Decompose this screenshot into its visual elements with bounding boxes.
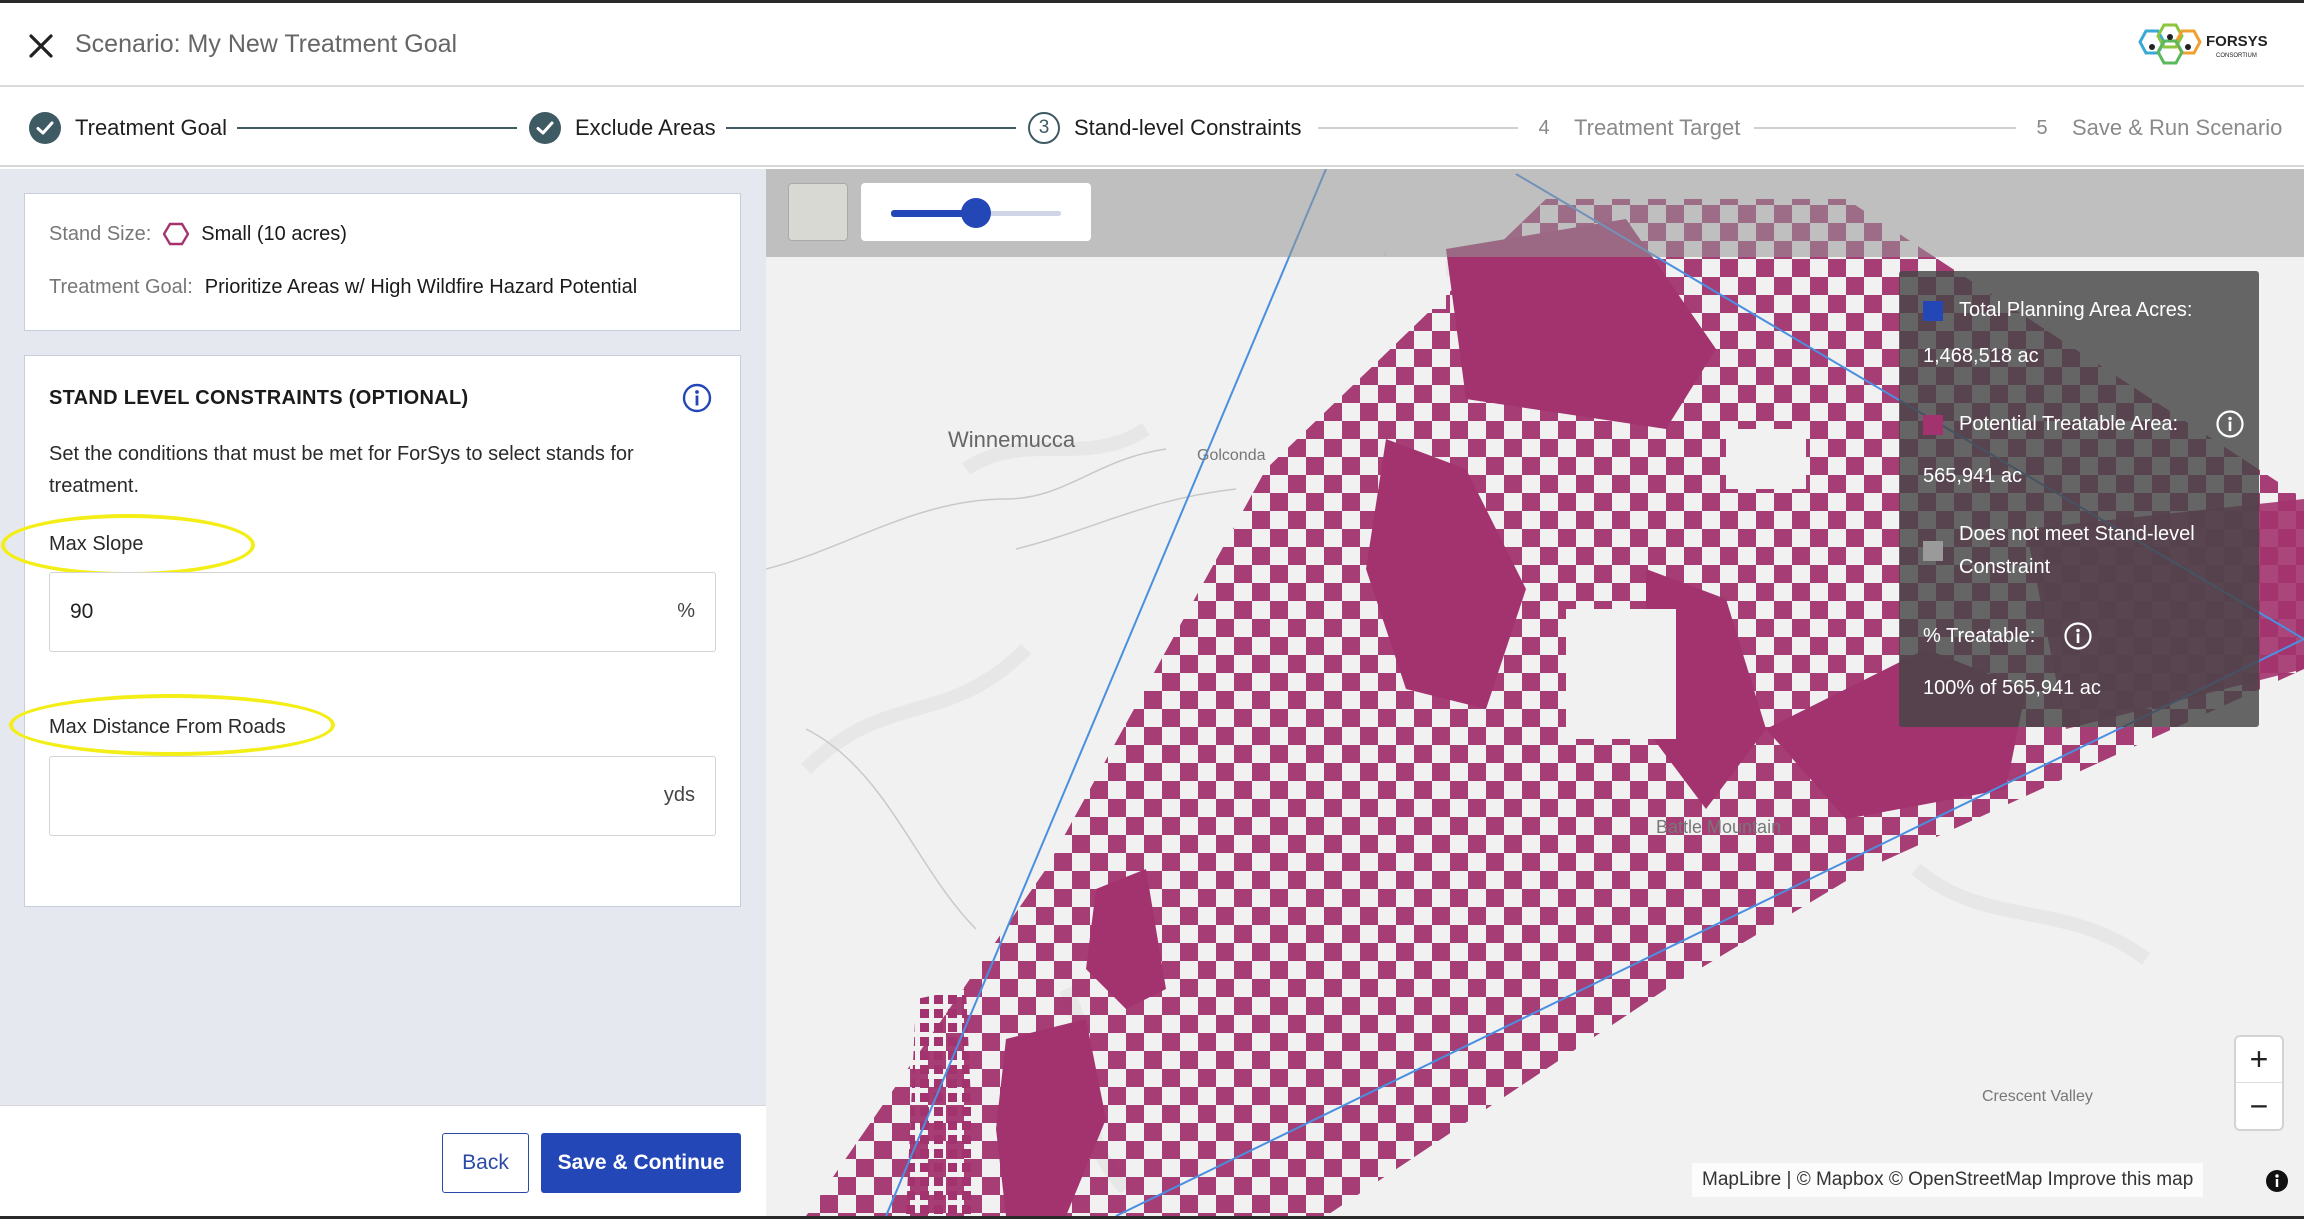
max-distance-field: yds: [49, 756, 716, 836]
max-slope-label: Max Slope: [49, 533, 144, 555]
close-icon[interactable]: [24, 29, 58, 63]
map-label-golconda: Golconda: [1197, 447, 1266, 464]
constraints-title: STAND LEVEL CONSTRAINTS (OPTIONAL): [49, 387, 469, 409]
constraints-description: Set the conditions that must be met for …: [49, 443, 634, 497]
constraints-card: STAND LEVEL CONSTRAINTS (OPTIONAL) Set t…: [1, 355, 741, 907]
logo-subtext: CONSORTIUM: [2216, 53, 2257, 59]
step-exclude-areas[interactable]: Exclude Areas: [529, 111, 716, 145]
map-label-battle-mountain: Battle Mountain: [1656, 817, 1782, 837]
treatment-goal-row: Treatment Goal: Prioritize Areas w/ High…: [49, 276, 637, 299]
step-stand-level-constraints[interactable]: 3 Stand-level Constraints: [1028, 111, 1301, 145]
logo-text: FORSYS: [2206, 33, 2268, 50]
check-icon: [29, 112, 61, 144]
not-meet-label-line1: Does not meet Stand-level: [1959, 523, 2195, 545]
step-treatment-target[interactable]: 4 Treatment Target: [1528, 111, 1740, 145]
not-meet-swatch: [1923, 541, 1943, 561]
summary-card: Stand Size: Small (10 acres) Treatment G…: [24, 193, 741, 331]
attribution-info-icon[interactable]: [2263, 1167, 2291, 1195]
pct-treatable-value: 100% of 565,941 ac: [1923, 677, 2101, 699]
treatment-goal-label: Treatment Goal:: [49, 276, 193, 298]
total-area-label: Total Planning Area Acres:: [1959, 299, 2193, 321]
step-label: Treatment Target: [1574, 115, 1741, 140]
check-icon: [529, 112, 561, 144]
max-distance-label: Max Distance From Roads: [49, 716, 286, 738]
header: Scenario: My New Treatment Goal FORSYS C…: [0, 3, 2304, 87]
step-connector: [237, 127, 517, 129]
treatment-goal-value: Prioritize Areas w/ High Wildfire Hazard…: [204, 276, 638, 298]
treatable-area-label: Potential Treatable Area:: [1959, 413, 2179, 435]
stand-size-row: Stand Size: Small (10 acres): [49, 222, 347, 246]
step-treatment-goal[interactable]: Treatment Goal: [29, 111, 227, 145]
percent-unit: %: [677, 600, 695, 622]
footer: Back Save & Continue: [0, 1105, 766, 1219]
treatable-area-value: 565,941 ac: [1923, 465, 2022, 487]
top-border: [0, 0, 2304, 3]
max-distance-input[interactable]: [70, 757, 630, 835]
hexagon-icon: [163, 222, 190, 246]
step-number: 3: [1028, 112, 1060, 144]
slider-fill: [891, 210, 976, 217]
basemap-toggle[interactable]: [788, 183, 848, 241]
step-connector: [1318, 127, 1518, 129]
slider-thumb[interactable]: [961, 198, 991, 228]
step-label: Exclude Areas: [575, 115, 716, 140]
bottom-border: [0, 1216, 2304, 1219]
pct-treatable-label: % Treatable:: [1923, 625, 2036, 647]
total-area-swatch: [1923, 301, 1943, 321]
max-slope-field: %: [49, 572, 716, 652]
step-label: Stand-level Constraints: [1074, 115, 1302, 140]
sidebar: Stand Size: Small (10 acres) Treatment G…: [0, 169, 766, 1219]
step-save-run[interactable]: 5 Save & Run Scenario: [2026, 111, 2282, 145]
yards-unit: yds: [663, 784, 695, 806]
stand-size-value: Small (10 acres): [201, 222, 347, 245]
scenario-title: Scenario: My New Treatment Goal: [75, 30, 458, 58]
step-label: Treatment Goal: [75, 115, 228, 140]
step-number: 4: [1538, 116, 1550, 139]
save-continue-button[interactable]: Save & Continue: [541, 1133, 741, 1193]
info-icon[interactable]: [2215, 409, 2245, 439]
zoom-in-button[interactable]: +: [2236, 1037, 2282, 1083]
opacity-slider[interactable]: [861, 183, 1091, 241]
step-label: Save & Run Scenario: [2072, 115, 2283, 140]
map-toolbar: [766, 169, 2304, 257]
step-connector: [726, 127, 1016, 129]
map-label-winnemucca: Winnemucca: [948, 427, 1076, 452]
step-connector: [1754, 127, 2016, 129]
back-button[interactable]: Back: [442, 1133, 529, 1193]
max-slope-input[interactable]: [70, 573, 630, 651]
map-label-crescent-valley: Crescent Valley: [1982, 1088, 2093, 1105]
zoom-control: + −: [2236, 1037, 2282, 1129]
map-attribution[interactable]: MapLibre | © Mapbox © OpenStreetMap Impr…: [1692, 1163, 2204, 1197]
info-icon[interactable]: [2063, 621, 2093, 651]
stepper: Treatment Goal Exclude Areas 3 Stand-lev…: [0, 89, 2304, 167]
treatable-area-swatch: [1923, 415, 1943, 435]
stand-size-label: Stand Size:: [49, 222, 152, 245]
info-icon[interactable]: [681, 382, 713, 414]
not-meet-label-line2: Constraint: [1959, 556, 2051, 578]
step-number: 5: [2036, 116, 2048, 139]
zoom-out-button[interactable]: −: [2249, 1087, 2269, 1124]
forsys-logo: FORSYS CONSORTIUM: [2130, 17, 2290, 73]
map[interactable]: Winnemucca Golconda Battle Mountain Cres…: [766, 169, 2304, 1216]
map-legend: Total Planning Area Acres: 1,468,518 ac …: [1899, 271, 2259, 727]
total-area-value: 1,468,518 ac: [1923, 345, 2039, 367]
